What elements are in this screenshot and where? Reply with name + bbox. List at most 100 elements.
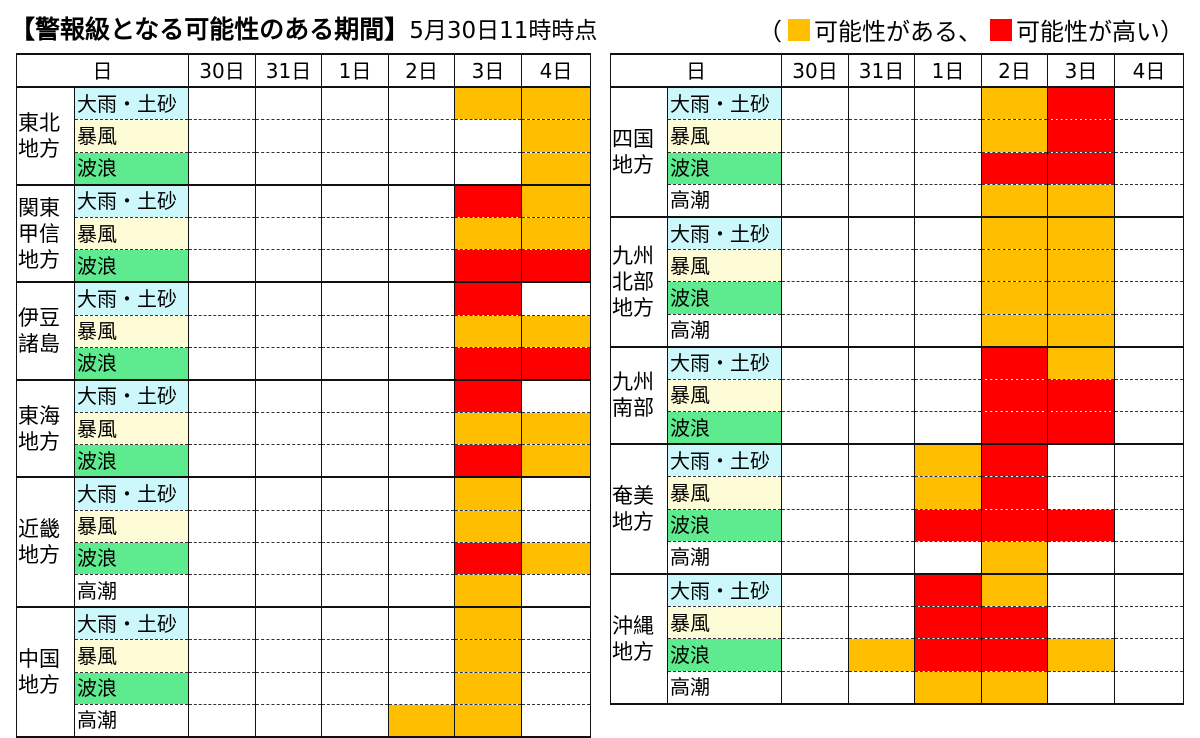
- level-cell: [188, 151, 256, 186]
- level-cell: [981, 508, 1048, 542]
- level-cell: [848, 119, 915, 153]
- table-row: 九州 南部 大雨・土砂: [610, 345, 1184, 446]
- level-cell: [914, 573, 982, 608]
- table-row: 暴風: [17, 314, 591, 348]
- level-cell: [981, 151, 1048, 185]
- legend-possible-label: 可能性がある、: [814, 18, 982, 46]
- level-cell: [521, 574, 591, 609]
- level-cell: [781, 345, 849, 380]
- hazard-label: 大雨・土砂: [74, 476, 189, 511]
- legend-possible-swatch: [788, 18, 810, 41]
- level-cell: [321, 671, 389, 705]
- region-label: 近畿 地方: [16, 476, 75, 609]
- hazard-label: 大雨・土砂: [74, 86, 189, 121]
- level-cell: [981, 476, 1048, 510]
- level-cell: [255, 671, 322, 705]
- level-cell: [388, 183, 455, 218]
- level-cell: [388, 444, 455, 479]
- level-cell: [454, 249, 522, 284]
- level-cell: [388, 639, 455, 673]
- level-cell: [255, 216, 322, 251]
- level-cell: [1047, 345, 1115, 380]
- table-row: 高潮: [611, 183, 1184, 218]
- table-row: 四国 地方 大雨・土砂: [610, 86, 1184, 218]
- level-cell: [321, 476, 389, 511]
- level-cell: [914, 443, 982, 478]
- level-cell: [1047, 151, 1115, 185]
- level-cell: [388, 671, 455, 705]
- level-cell: [981, 606, 1048, 640]
- level-cell: [388, 574, 455, 609]
- level-cell: [188, 314, 256, 348]
- level-cell: [1047, 540, 1115, 575]
- table-row: 東北 地方 大雨・土砂: [16, 86, 591, 186]
- level-cell: [981, 411, 1048, 446]
- table-row: 波浪: [17, 151, 591, 186]
- level-cell: [454, 574, 522, 609]
- level-cell: [521, 509, 591, 543]
- level-cell: [914, 476, 982, 510]
- level-cell: [188, 639, 256, 673]
- title-text: 【警報級となる可能性のある期間】: [10, 15, 410, 44]
- level-cell: [321, 541, 389, 576]
- table-row: 高潮: [611, 670, 1184, 705]
- table-row: 伊豆 諸島 大雨・土砂: [16, 281, 591, 381]
- table-row: 波浪: [611, 508, 1184, 542]
- level-cell: [255, 574, 322, 609]
- table-row: 暴風: [611, 378, 1184, 413]
- table-row: 中国 地方 大雨・土砂: [16, 606, 591, 738]
- level-cell: [521, 639, 591, 673]
- hazard-label: 高潮: [74, 574, 189, 609]
- level-cell: [1114, 638, 1184, 672]
- level-cell: [1114, 670, 1184, 705]
- region-label: 東北 地方: [16, 86, 75, 186]
- level-cell: [848, 508, 915, 542]
- level-cell: [188, 574, 256, 609]
- hazard-label: 暴風: [74, 119, 189, 153]
- hazard-label: 暴風: [667, 606, 782, 640]
- date-column-header: 4日: [1114, 52, 1184, 89]
- level-cell: [1047, 573, 1115, 608]
- level-cell: [1114, 281, 1184, 315]
- hazard-label: 波浪: [74, 444, 189, 479]
- level-cell: [981, 86, 1048, 121]
- level-cell: [255, 151, 322, 186]
- level-cell: [1047, 249, 1115, 283]
- level-cell: [1114, 215, 1184, 251]
- hazard-label: 大雨・土砂: [667, 86, 782, 121]
- level-cell: [914, 119, 982, 153]
- table-row: 波浪: [611, 638, 1184, 672]
- level-cell: [914, 638, 982, 672]
- level-cell: [1047, 313, 1115, 348]
- level-cell: [848, 540, 915, 575]
- table-row: 高潮: [611, 540, 1184, 575]
- legend: （ 可能性がある、 可能性が高い）: [758, 12, 1186, 47]
- date-column-header: 2日: [981, 52, 1048, 89]
- table-header-row: 日 30日 31日 1日 2日 3日 4日: [610, 52, 1184, 89]
- level-cell: [454, 151, 522, 186]
- hazard-label: 暴風: [74, 314, 189, 348]
- level-cell: [781, 86, 849, 121]
- level-cell: [781, 638, 849, 672]
- level-cell: [255, 281, 322, 316]
- level-cell: [521, 281, 591, 316]
- level-cell: [848, 443, 915, 478]
- hazard-label: 暴風: [667, 378, 782, 413]
- level-cell: [981, 443, 1048, 478]
- level-cell: [1114, 411, 1184, 446]
- level-cell: [321, 216, 389, 251]
- level-cell: [188, 86, 256, 121]
- date-column-header: 30日: [188, 52, 256, 89]
- level-cell: [454, 412, 522, 446]
- date-header: 日: [610, 52, 782, 89]
- level-cell: [914, 540, 982, 575]
- region-label: 九州 北部 地方: [610, 215, 668, 348]
- level-cell: [1114, 119, 1184, 153]
- level-cell: [1114, 249, 1184, 283]
- level-cell: [521, 249, 591, 284]
- level-cell: [255, 476, 322, 511]
- table-row: 暴風: [17, 639, 591, 673]
- date-column-header: 3日: [454, 52, 522, 89]
- hazard-label: 波浪: [74, 346, 189, 381]
- level-cell: [454, 281, 522, 316]
